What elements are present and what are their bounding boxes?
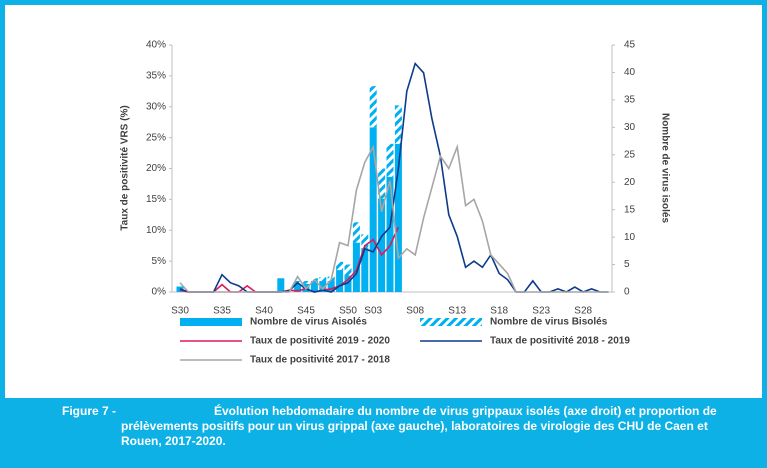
y2-tick-label: 40 (624, 67, 636, 78)
y-tick-label: 20% (146, 163, 166, 174)
bar (394, 143, 402, 292)
bar (319, 277, 327, 282)
bar (361, 234, 369, 249)
bar (344, 264, 352, 276)
bar (294, 283, 302, 292)
x-tick-label: S45 (297, 306, 315, 317)
y2-tick-label: 45 (624, 40, 636, 51)
y-tick-label: 40% (146, 40, 166, 51)
y-tick-label: 5% (152, 256, 167, 267)
legend-swatch (420, 318, 482, 326)
caption-text: Évolution hebdomadaire du nombre de viru… (121, 404, 717, 448)
y2-tick-label: 10 (624, 232, 636, 243)
bar (336, 270, 344, 292)
legend-swatch (180, 318, 242, 326)
bar (394, 105, 402, 144)
legend-label: Nombre de virus Aisolés (250, 317, 367, 328)
y2-tick-label: 15 (624, 204, 636, 215)
y-tick-label: 25% (146, 132, 166, 143)
y2-axis-label: Nombre de virus isolés (659, 113, 670, 223)
bar (327, 281, 335, 292)
y-tick-label: 15% (146, 194, 166, 205)
y2-tick-label: 5 (624, 259, 630, 270)
x-tick-label: S18 (490, 306, 508, 317)
x-tick-label: S03 (364, 306, 382, 317)
bar (369, 86, 377, 128)
x-tick-label: S08 (406, 306, 424, 317)
bar (369, 127, 377, 292)
bar (352, 242, 360, 292)
bar (277, 278, 285, 292)
bar (344, 275, 352, 292)
legend-label: Taux de positivité 2019 - 2020 (250, 336, 390, 347)
y2-tick-label: 30 (624, 122, 636, 133)
x-tick-label: S40 (255, 306, 273, 317)
y2-tick-label: 0 (624, 287, 630, 298)
bar (336, 261, 344, 271)
bar (378, 198, 386, 292)
bar (319, 281, 327, 292)
y2-tick-label: 25 (624, 149, 636, 160)
y-tick-label: 35% (146, 71, 166, 82)
x-tick-label: S23 (532, 306, 550, 317)
bar (310, 281, 318, 292)
y-tick-label: 0% (152, 287, 167, 298)
x-tick-label: S50 (339, 306, 357, 317)
bar (302, 281, 310, 284)
bar (352, 222, 360, 243)
y-tick-label: 30% (146, 101, 166, 112)
y-tick-label: 10% (146, 225, 166, 236)
legend-label: Taux de positivité 2018 - 2019 (490, 336, 630, 347)
caption: Figure 7 - Évolution hebdomadaire du nom… (0, 404, 740, 449)
x-tick-label: S13 (448, 306, 466, 317)
legend-label: Taux de positivité 2017 - 2018 (250, 355, 390, 366)
y2-tick-label: 35 (624, 95, 636, 106)
bar (378, 168, 386, 199)
line (179, 143, 609, 293)
bar (361, 248, 369, 292)
x-tick-label: S28 (574, 306, 592, 317)
y2-tick-label: 20 (624, 177, 636, 188)
x-tick-label: S35 (213, 306, 231, 317)
legend-label: Nombre de virus Bisolés (490, 317, 608, 328)
chart: Taux de positivité VRS (%) Nombre de vir… (5, 5, 762, 398)
y-axis-label: Taux de positivité VRS (%) (120, 105, 131, 230)
bar (386, 143, 394, 177)
figure-label: Figure 7 - (62, 404, 117, 418)
x-tick-label: S30 (171, 306, 189, 317)
bar (386, 176, 394, 292)
